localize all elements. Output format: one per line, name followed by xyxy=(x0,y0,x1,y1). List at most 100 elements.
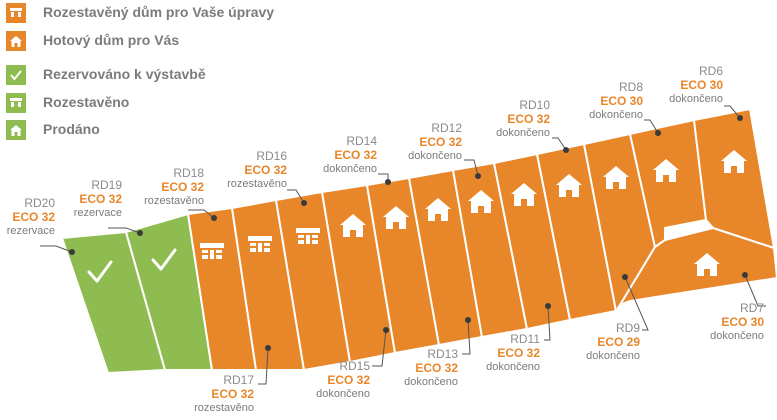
lot-id: RD6 xyxy=(699,64,723,78)
lot-marker xyxy=(622,274,628,280)
lot-marker xyxy=(265,345,271,351)
lot-marker xyxy=(465,317,471,323)
check-icon xyxy=(87,260,113,283)
lot-marker xyxy=(385,179,391,185)
lot-marker xyxy=(383,327,389,333)
leader-line xyxy=(724,105,741,119)
lot-id: RD17 xyxy=(223,373,254,387)
house-icon xyxy=(694,253,720,276)
lot-id: RD20 xyxy=(24,196,55,210)
house-icon xyxy=(6,120,26,140)
legend-item-under-construction: Rozestavěno xyxy=(6,93,326,113)
lot-eco: ECO 32 xyxy=(497,346,540,360)
house-icon xyxy=(511,183,537,206)
lot-status: dokončeno xyxy=(710,330,764,342)
legend-label: Rozestavěno xyxy=(43,94,130,110)
lot-id: RD14 xyxy=(346,134,377,148)
lot-eco: ECO 30 xyxy=(680,78,723,92)
legend-item-reserved: Rezervováno k výstavbě xyxy=(6,65,326,85)
lot-id: RD13 xyxy=(427,347,458,361)
legend-label: Prodáno xyxy=(43,121,100,137)
lot-id: RD10 xyxy=(519,98,550,112)
leader-line xyxy=(552,137,567,151)
lot-status: rezervace xyxy=(74,207,122,219)
leader-line xyxy=(108,227,141,234)
lot-status: dokončeno xyxy=(486,361,540,373)
leader-line xyxy=(188,209,215,219)
lot-eco: ECO 32 xyxy=(211,387,254,401)
lot-status: dokončeno xyxy=(496,127,550,139)
lot-id: RD9 xyxy=(616,321,640,335)
lot-id: RD12 xyxy=(431,121,462,135)
leader-line xyxy=(40,245,73,253)
leader-line xyxy=(544,305,551,341)
lot-status: dokončeno xyxy=(404,376,458,388)
house-unfinished-icon xyxy=(6,3,26,23)
leader-line xyxy=(287,189,305,204)
legend-item-unfinished-for-sale: Rozestavěný dům pro Vaše úpravy xyxy=(6,3,326,23)
lot-eco: ECO 30 xyxy=(721,315,764,329)
lot-eco: ECO 32 xyxy=(79,192,122,206)
lot-status: rezervace xyxy=(7,225,55,237)
house-unfinished-icon xyxy=(248,236,272,252)
lots-layer xyxy=(60,107,777,375)
lot-status: dokončeno xyxy=(316,388,370,400)
lot-status: rozestavěno xyxy=(227,178,287,190)
lot-eco: ECO 32 xyxy=(327,373,370,387)
house-icon xyxy=(653,159,679,182)
lot-eco: ECO 32 xyxy=(12,210,55,224)
leader-line xyxy=(624,276,649,331)
legend-item-finished-for-sale: Hotový dům pro Vás xyxy=(6,31,326,51)
legend-label: Rezervováno k výstavbě xyxy=(43,66,206,82)
lot-eco: ECO 32 xyxy=(419,135,462,149)
leader-line xyxy=(258,347,269,385)
house-icon xyxy=(556,174,582,197)
lot-eco: ECO 32 xyxy=(415,361,458,375)
legend-label: Hotový dům pro Vás xyxy=(43,32,180,48)
house-icon xyxy=(721,150,747,173)
lot-status: dokončeno xyxy=(589,109,643,121)
lot-status: dokončeno xyxy=(408,150,462,162)
house-unfinished-icon xyxy=(6,93,26,113)
lot-divider xyxy=(705,219,714,229)
lot-status: dokončeno xyxy=(669,93,723,105)
lot-status: dokončeno xyxy=(323,163,377,175)
lot-marker xyxy=(69,249,75,255)
lot-eco: ECO 32 xyxy=(334,148,377,162)
house-unfinished-icon xyxy=(296,228,320,244)
lot-marker xyxy=(137,230,143,236)
house-icon xyxy=(383,206,409,229)
lot-id: RD18 xyxy=(173,166,204,180)
house-icon xyxy=(468,190,494,213)
lot-rd6[interactable] xyxy=(692,107,776,250)
lot-marker xyxy=(742,272,748,278)
lot-eco: ECO 30 xyxy=(600,94,643,108)
lot-marker xyxy=(211,215,217,221)
legend-label: Rozestavěný dům pro Vaše úpravy xyxy=(43,4,275,20)
lot-eco: ECO 32 xyxy=(161,180,204,194)
lot-id: RD19 xyxy=(91,178,122,192)
lot-id: RD16 xyxy=(256,149,287,163)
lot-eco: ECO 32 xyxy=(244,163,287,177)
lot-shape[interactable] xyxy=(692,107,776,250)
lot-status: rozestavěno xyxy=(194,402,254,414)
lot-marker xyxy=(475,173,481,179)
leader-line xyxy=(644,119,659,134)
lot-id: RD11 xyxy=(510,332,540,346)
lot-status: dokončeno xyxy=(586,350,640,362)
